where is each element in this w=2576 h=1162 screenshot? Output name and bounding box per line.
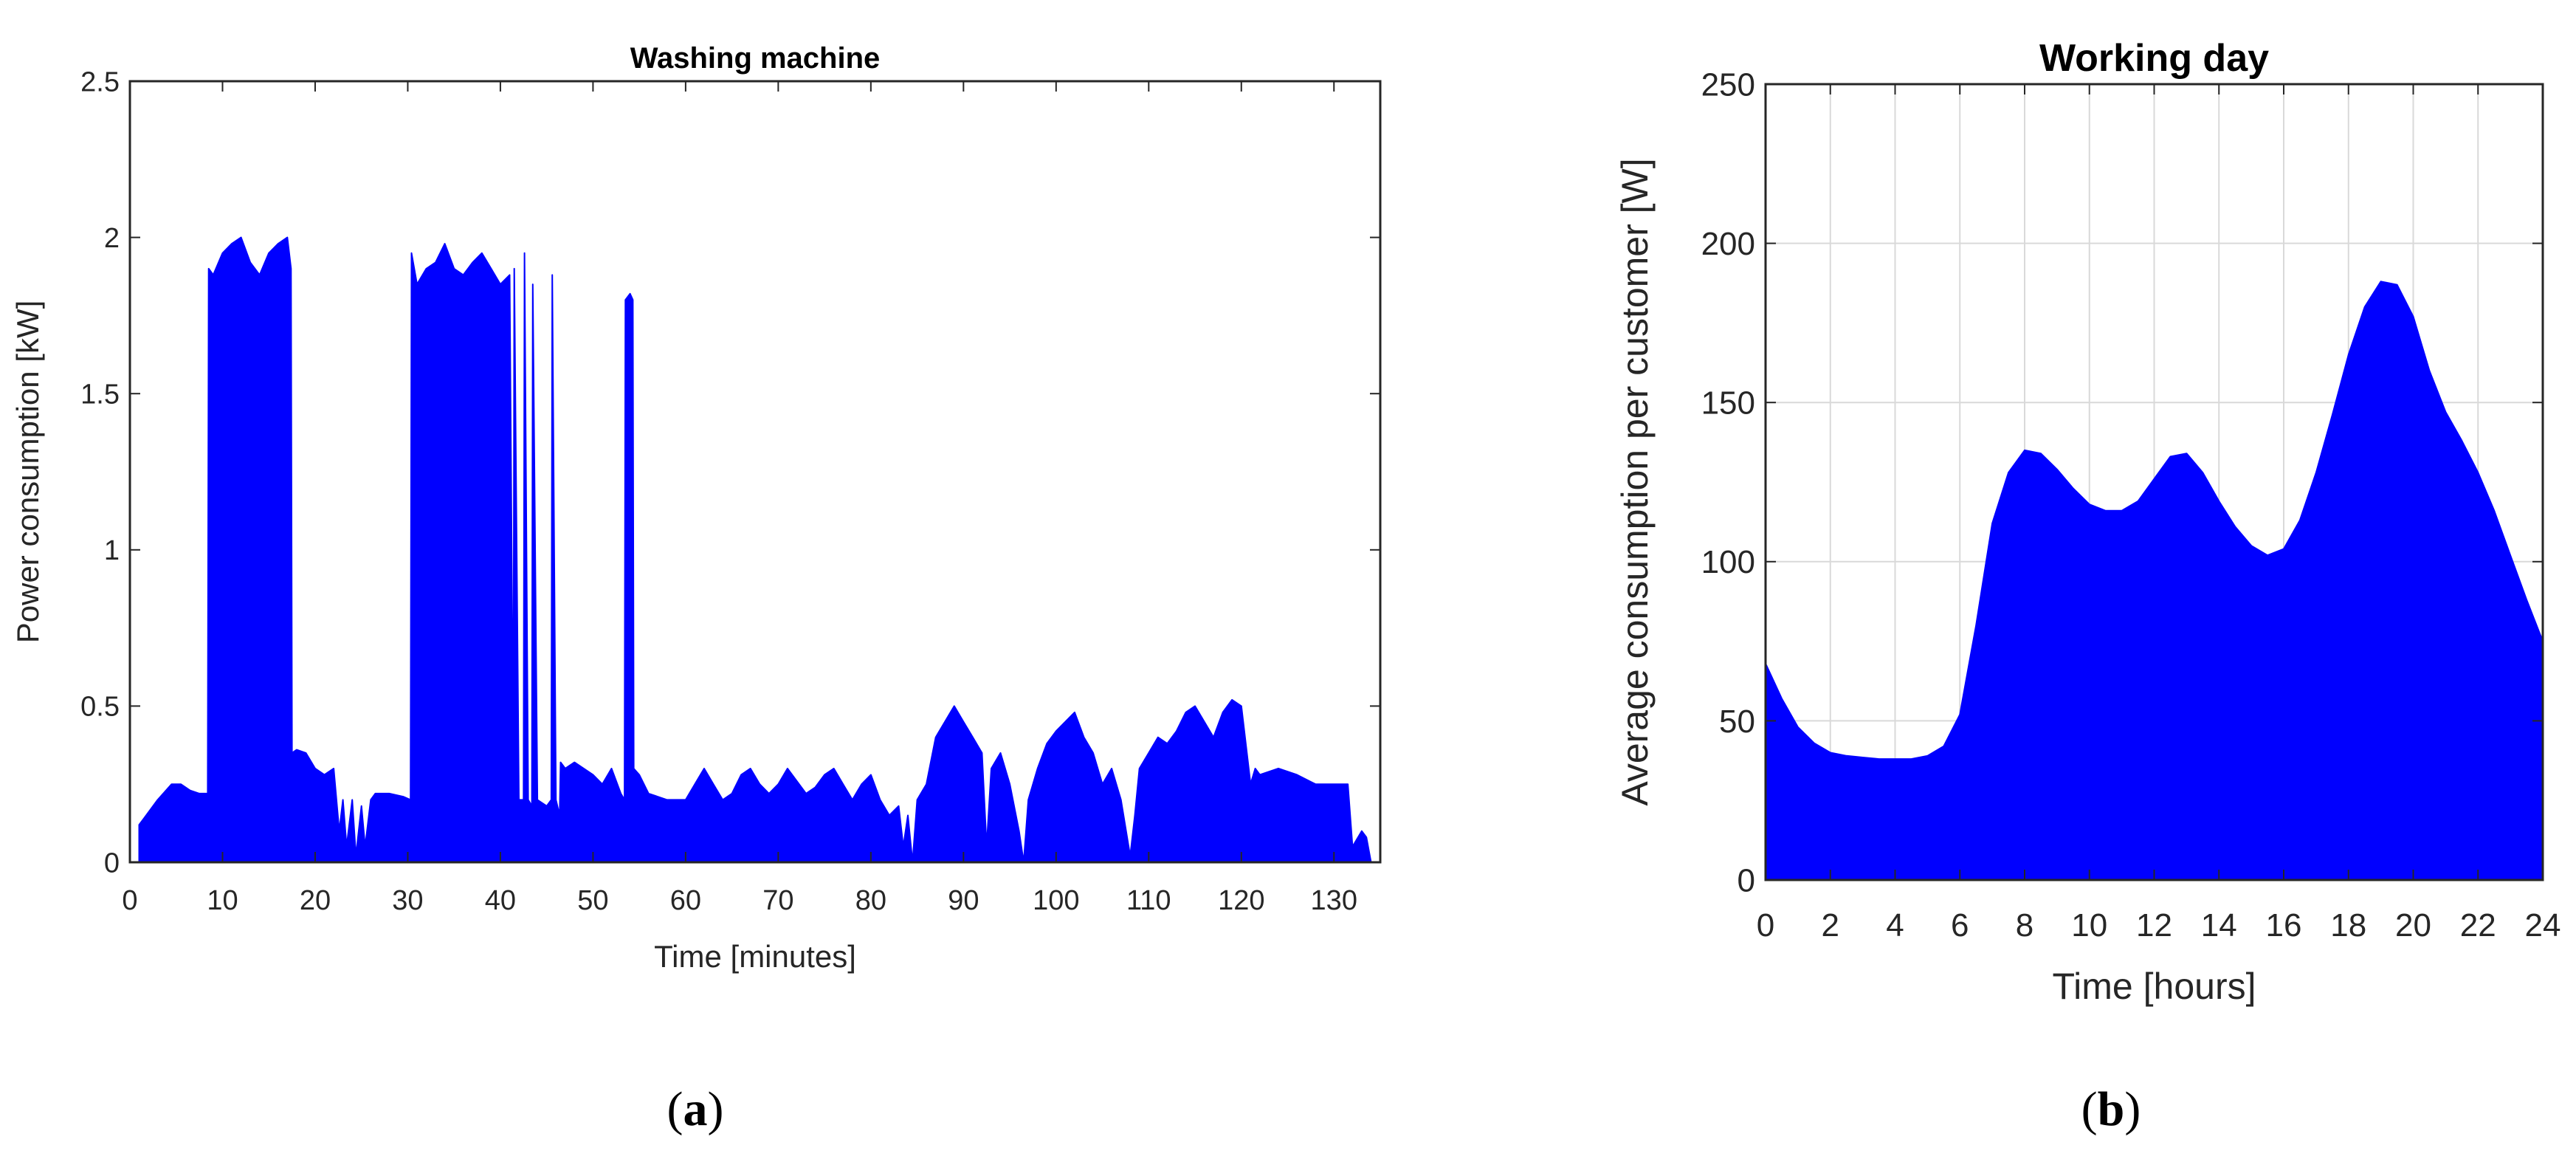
x-tick-label: 18 (2330, 907, 2366, 943)
y-axis-label: Average consumption per customer [W] (1614, 158, 1656, 805)
plot-area (130, 81, 1380, 862)
y-tick-label: 1.5 (80, 379, 120, 410)
x-tick-label: 130 (1311, 885, 1357, 916)
x-tick-label: 30 (392, 885, 423, 916)
y-tick-label: 250 (1701, 66, 1755, 103)
x-tick-label: 70 (762, 885, 793, 916)
y-tick-label: 0 (1738, 862, 1755, 898)
x-tick-label: 16 (2266, 907, 2302, 943)
x-tick-label: 6 (1951, 907, 1969, 943)
y-tick-label: 100 (1701, 544, 1755, 580)
y-tick-label: 200 (1701, 226, 1755, 262)
x-tick-label: 60 (670, 885, 701, 916)
chart-working-day: 0 2 4 6 8 10 12 14 16 18 20 22 24050100150200250Work… (1614, 37, 2560, 1007)
x-tick-label: 12 (2136, 907, 2172, 943)
x-tick-label: 100 (1033, 885, 1079, 916)
y-tick-label: 0.5 (80, 692, 120, 723)
x-tick-label: 50 (577, 885, 608, 916)
x-tick-label: 24 (2525, 907, 2561, 943)
x-tick-label: 40 (485, 885, 516, 916)
x-tick-label: 0 (1757, 907, 1774, 943)
y-tick-label: 0 (104, 848, 120, 879)
x-tick-label: 90 (948, 885, 979, 916)
axes-frame (128, 80, 1382, 864)
x-tick-label: 120 (1218, 885, 1264, 916)
y-tick-label: 50 (1719, 704, 1755, 740)
x-tick-label: 10 (2071, 907, 2107, 943)
panel-b-caption: (b) (2081, 1082, 2141, 1136)
x-tick-label: 8 (2016, 907, 2033, 943)
x-tick-label: 4 (1886, 907, 1904, 943)
series-area (138, 236, 1372, 863)
x-tick-label: 20 (300, 885, 331, 916)
y-tick-label: 150 (1701, 385, 1755, 422)
x-tick-label: 20 (2395, 907, 2431, 943)
y-axis-label: Power consumption [kW] (10, 300, 45, 644)
chart-title: Working day (2039, 37, 2269, 80)
x-tick-label: 22 (2460, 907, 2496, 943)
x-tick-label: 2 (1822, 907, 1839, 943)
panel-a-letter: a (683, 1082, 708, 1136)
x-axis-label: Time [hours] (2052, 966, 2256, 1007)
chart-washing-machine: 0 10 20 30 40 50 60 70 80 90 100 110 120 130 0 0.5 1 1.5 2… (10, 42, 1382, 974)
y-tick-label: 1 (104, 535, 120, 566)
x-tick-label: 110 (1126, 885, 1171, 916)
y-tick-label: 2 (104, 223, 120, 254)
x-tick-label: 80 (855, 885, 886, 916)
y-tick-label: 2.5 (80, 66, 120, 97)
x-axis-label: Time [minutes] (654, 939, 856, 974)
x-tick-label: 10 (207, 885, 238, 916)
panel-b-letter: b (2097, 1082, 2125, 1136)
x-tick-label: 14 (2201, 907, 2237, 943)
x-tick-label: 0 (122, 885, 137, 916)
series-area (1765, 281, 2544, 881)
panel-a-caption: (a) (667, 1082, 724, 1136)
chart-title: Washing machine (630, 42, 881, 75)
